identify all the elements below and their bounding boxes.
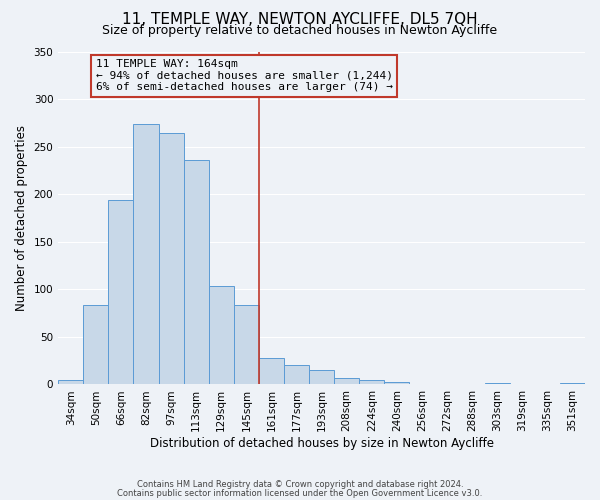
Bar (234, 306, 259, 384)
Bar (359, 380, 385, 384)
Bar (284, 366, 309, 384)
Bar (385, 382, 409, 384)
Text: 11 TEMPLE WAY: 164sqm
← 94% of detached houses are smaller (1,244)
6% of semi-de: 11 TEMPLE WAY: 164sqm ← 94% of detached … (96, 59, 393, 92)
Bar (58, 380, 83, 384)
Bar (309, 370, 334, 384)
Bar (259, 358, 284, 384)
Text: 11, TEMPLE WAY, NEWTON AYCLIFFE, DL5 7QH: 11, TEMPLE WAY, NEWTON AYCLIFFE, DL5 7QH (122, 12, 478, 28)
X-axis label: Distribution of detached houses by size in Newton Aycliffe: Distribution of detached houses by size … (149, 437, 494, 450)
Bar (209, 286, 234, 384)
Bar (485, 382, 510, 384)
Bar (334, 378, 359, 384)
Bar (158, 134, 184, 384)
Bar (133, 124, 158, 384)
Bar (184, 160, 209, 384)
Text: Size of property relative to detached houses in Newton Aycliffe: Size of property relative to detached ho… (103, 24, 497, 37)
Bar (109, 200, 133, 384)
Bar (560, 382, 585, 384)
Y-axis label: Number of detached properties: Number of detached properties (15, 125, 28, 311)
Bar (83, 304, 109, 384)
Text: Contains HM Land Registry data © Crown copyright and database right 2024.: Contains HM Land Registry data © Crown c… (137, 480, 463, 489)
Text: Contains public sector information licensed under the Open Government Licence v3: Contains public sector information licen… (118, 488, 482, 498)
